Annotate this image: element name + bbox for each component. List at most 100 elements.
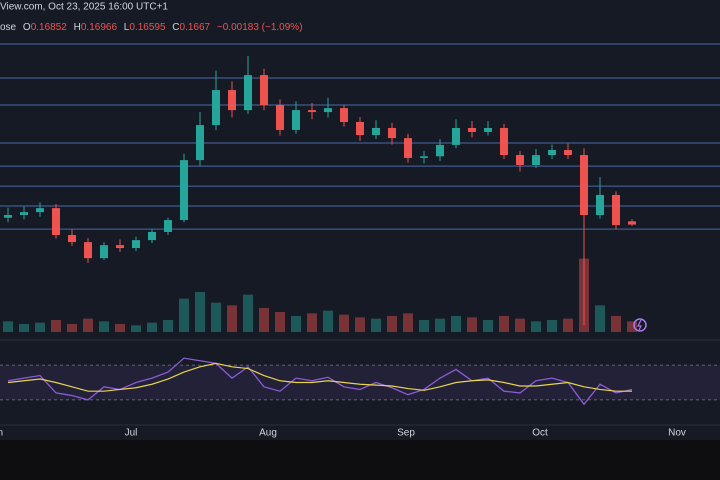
candle-body <box>612 194 620 226</box>
volume-bar <box>51 320 61 332</box>
ohlc-value: 0.1667 <box>180 22 211 33</box>
rsi-band <box>0 365 720 400</box>
volume-bar <box>435 318 445 332</box>
rsi-ma-line <box>7 362 632 392</box>
volume-bar <box>547 320 557 332</box>
candle-body <box>372 127 380 136</box>
volume-bar <box>19 324 29 332</box>
volume-bar <box>179 298 189 332</box>
volume-bar <box>403 313 413 332</box>
volume-bar <box>467 317 477 332</box>
x-tick-label: Aug <box>259 428 277 439</box>
volume-bar <box>611 316 621 332</box>
candle-body <box>356 122 364 136</box>
candle-body <box>212 90 220 126</box>
volume-bar <box>227 305 237 332</box>
volume-bar <box>627 321 637 332</box>
candle-body <box>548 150 556 156</box>
candle-body <box>100 245 108 259</box>
ohlc-label: O <box>23 22 31 33</box>
volume-bar <box>275 312 285 332</box>
change: −0.00183 (−1.09%) <box>217 22 303 33</box>
candle-body <box>628 221 636 225</box>
ohlc-value: 0.16966 <box>81 22 118 33</box>
candle-body <box>340 108 348 123</box>
candle-body <box>84 242 92 259</box>
volume-bar <box>515 318 525 332</box>
candle-body <box>260 75 268 106</box>
volume-bar <box>67 324 77 332</box>
volume-bar <box>355 317 365 332</box>
volume-bar <box>163 320 173 332</box>
candle-body <box>468 127 476 132</box>
candle-body <box>20 212 28 215</box>
volume-bar <box>483 320 493 332</box>
volume-bar <box>595 305 605 332</box>
volume-bar <box>531 321 541 332</box>
volume-bar <box>323 310 333 332</box>
candle-body <box>420 156 428 158</box>
volume-bar <box>3 321 13 332</box>
volume-bar <box>499 316 509 332</box>
candle-body <box>452 127 460 145</box>
symbol: ose <box>0 22 17 33</box>
volume-bar <box>563 318 573 332</box>
volume-bar <box>339 314 349 332</box>
candle-body <box>68 235 76 243</box>
footer-background <box>0 440 720 480</box>
candle-body <box>4 215 12 218</box>
candle-body <box>244 75 252 111</box>
ohlc-value: 0.16852 <box>31 22 68 33</box>
volume-bar <box>35 322 45 332</box>
candle-body <box>308 110 316 113</box>
candle-body <box>148 231 156 241</box>
candle-body <box>36 208 44 213</box>
alert-icon[interactable] <box>633 318 647 332</box>
x-tick-label: Sep <box>397 428 415 439</box>
candle-body <box>564 150 572 156</box>
alert-circle[interactable] <box>633 318 647 332</box>
volume-bar <box>451 316 461 332</box>
source-line: View.com, Oct 23, 2025 16:00 UTC+1 <box>0 2 168 13</box>
x-tick-label: Jul <box>125 428 138 439</box>
candle-body <box>228 90 236 111</box>
ohlc-label: C <box>172 22 179 33</box>
candle-body <box>596 194 604 215</box>
ohlc-label: H <box>74 22 81 33</box>
candle-body <box>196 125 204 161</box>
volume-bar <box>259 308 269 332</box>
ohlc-value: 0.16595 <box>129 22 166 33</box>
volume-bar <box>115 324 125 332</box>
volume-bar <box>387 316 397 332</box>
volume-bar <box>147 322 157 332</box>
ohlc-header: ose O0.16852 H0.16966 L0.16595 C0.1667 −… <box>0 22 303 33</box>
candle-body <box>292 110 300 130</box>
candle-body <box>116 245 124 249</box>
volume-bar <box>371 318 381 332</box>
candle-body <box>436 144 444 157</box>
alert-bolt[interactable] <box>637 319 642 331</box>
x-tick-label: Oct <box>532 428 548 439</box>
candle-body <box>52 208 60 236</box>
candle-body <box>484 127 492 132</box>
volume-bar <box>211 302 221 332</box>
candle-body <box>276 105 284 130</box>
volume-bar <box>83 318 93 332</box>
candle-body <box>164 220 172 232</box>
chart-background <box>0 0 720 440</box>
candle-body <box>500 127 508 156</box>
volume-bar <box>243 294 253 332</box>
candle-body <box>324 108 332 113</box>
x-tick-label: n <box>0 428 3 439</box>
volume-bar <box>307 313 317 332</box>
candle-body <box>180 160 188 221</box>
candle-body <box>580 155 588 215</box>
ohlc-label: L <box>124 22 130 33</box>
candle-body <box>532 155 540 165</box>
volume-bar <box>99 321 109 332</box>
volume-bar <box>419 320 429 332</box>
volume-bar <box>291 316 301 332</box>
volume-bar <box>195 292 205 332</box>
volume-bar <box>131 325 141 332</box>
